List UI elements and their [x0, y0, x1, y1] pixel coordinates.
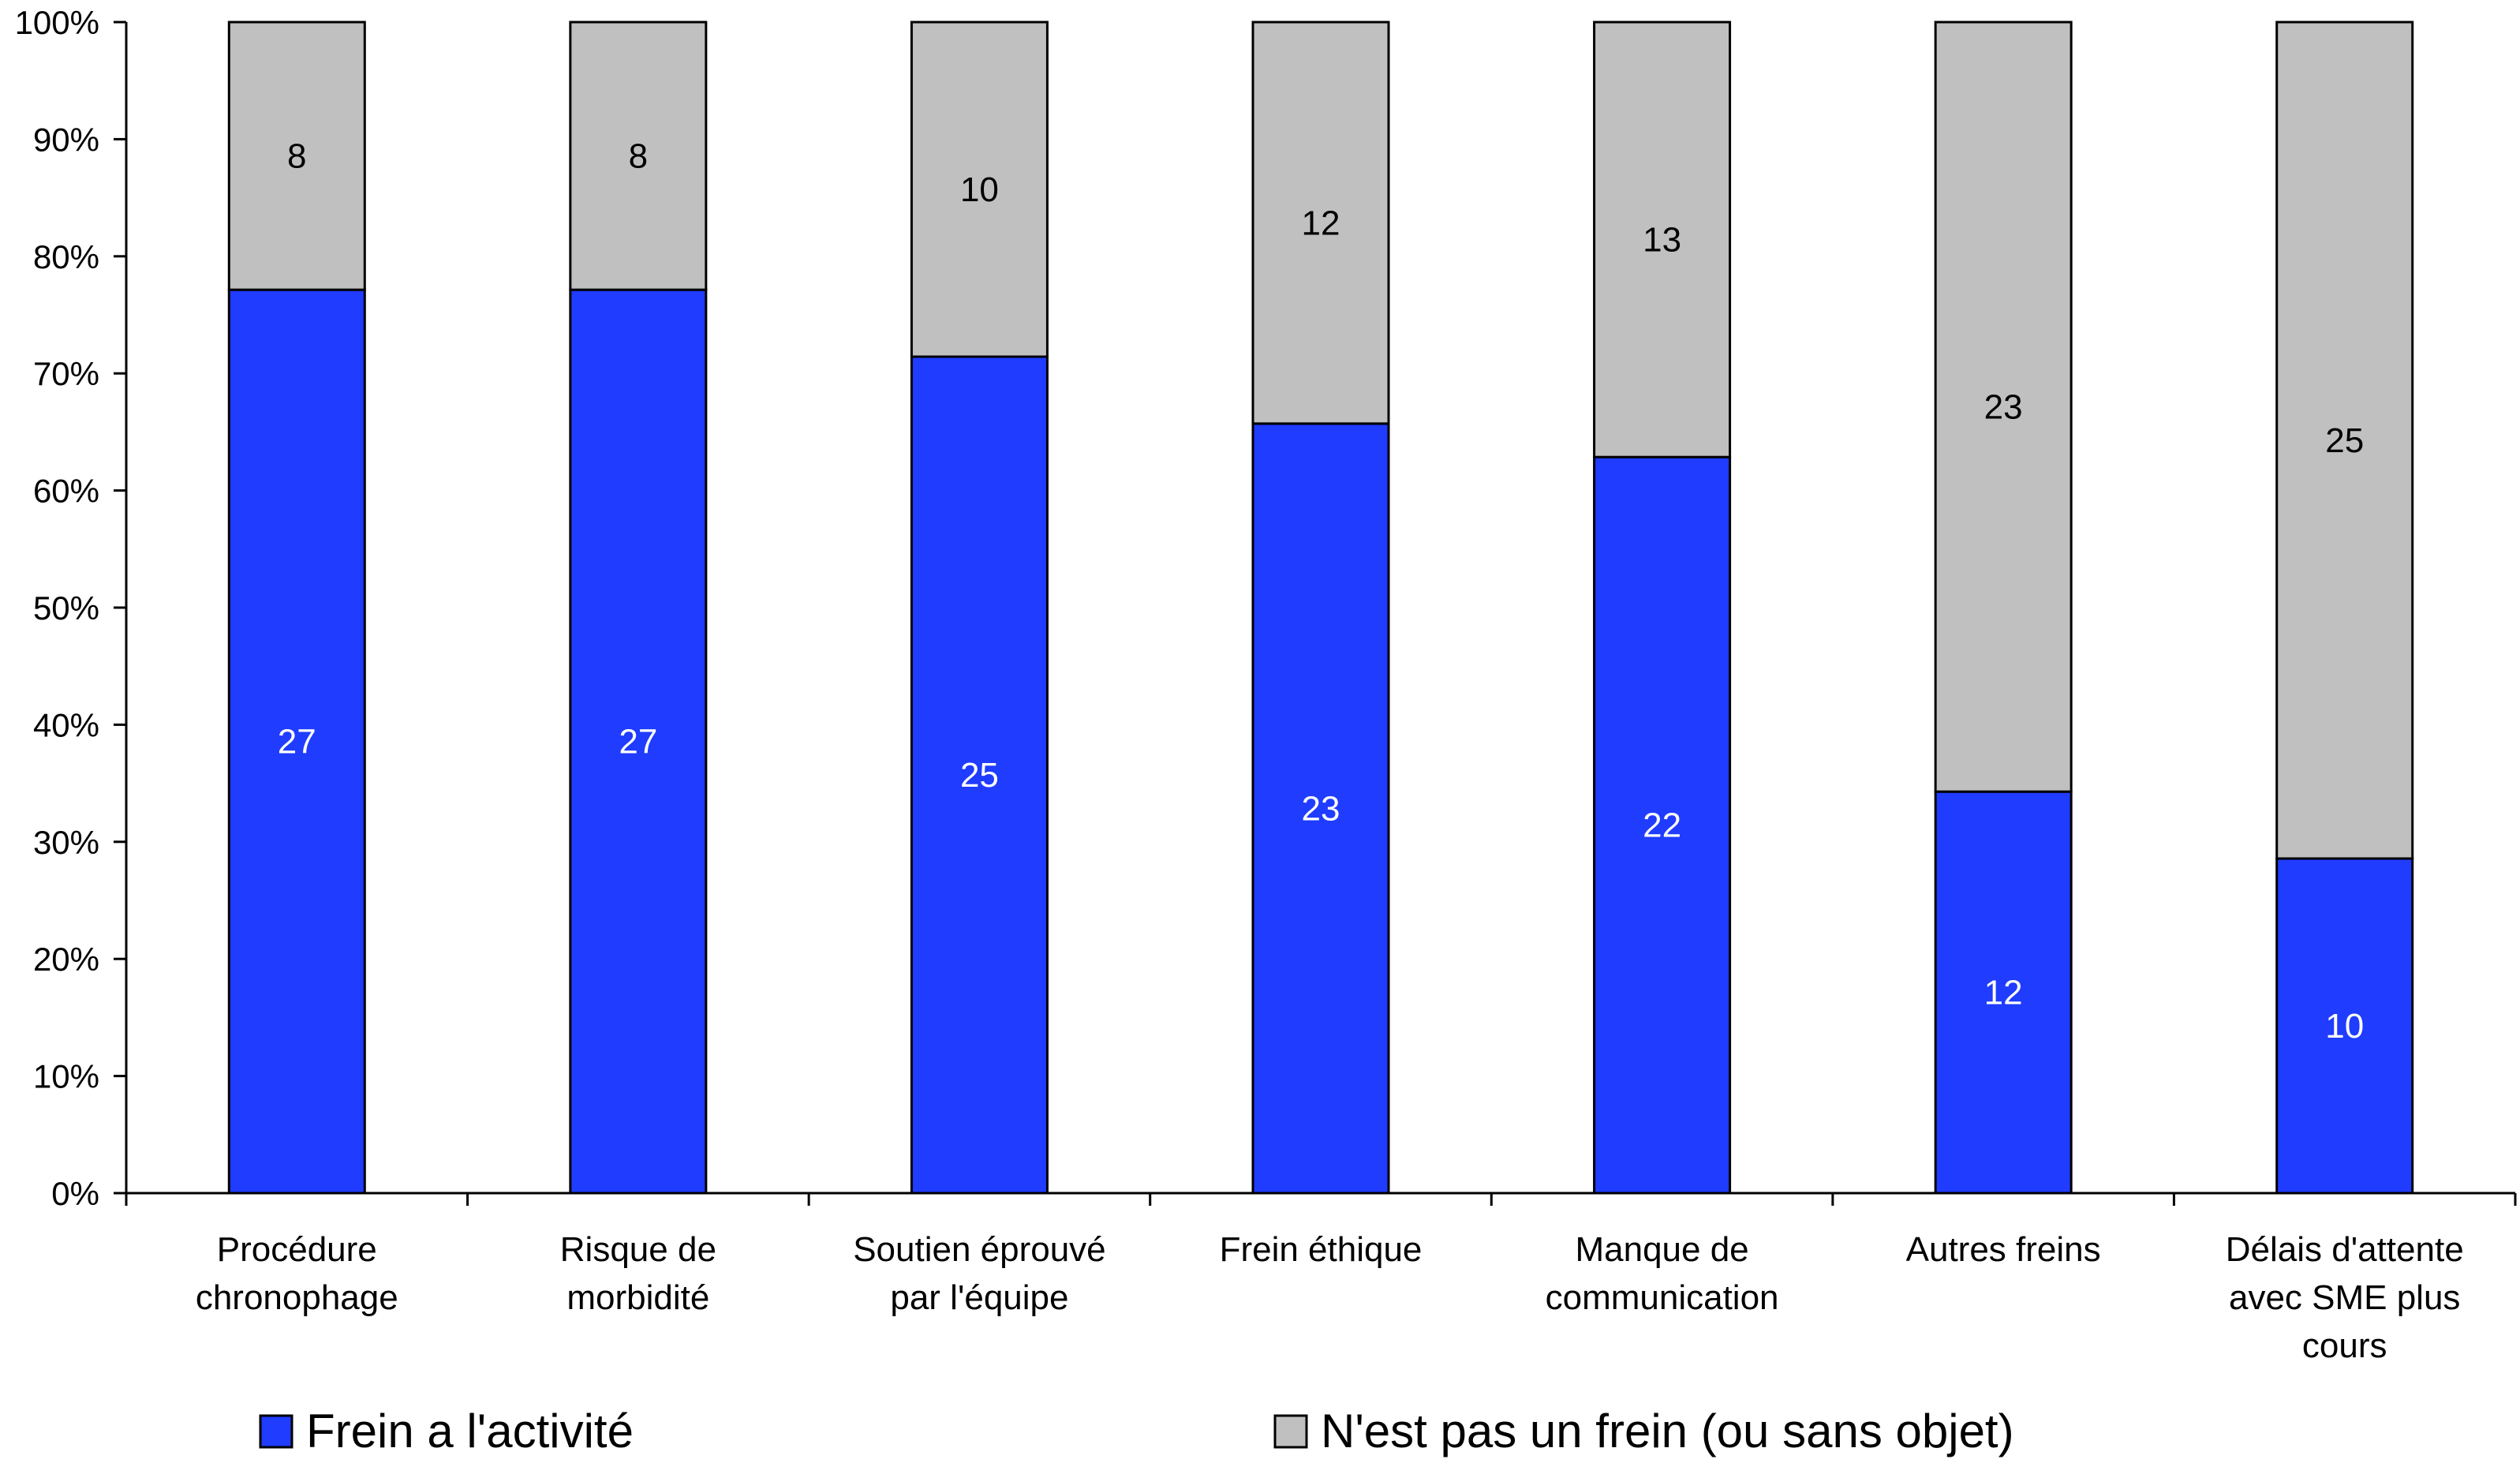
data-label-frein-activite: 27 [619, 723, 657, 761]
x-category-label-line: Frein éthique [1220, 1230, 1423, 1269]
x-category-label: Frein éthique [1220, 1230, 1423, 1269]
legend-swatch [259, 1414, 294, 1449]
data-label-frein-activite: 25 [960, 756, 999, 795]
y-tick-label: 20% [33, 941, 99, 978]
data-label-pas-un-frein: 25 [2325, 421, 2364, 460]
data-label-pas-un-frein: 12 [1302, 204, 1340, 242]
bar-pas-un-frein [1934, 21, 2073, 793]
data-label-frein-activite: 10 [2325, 1007, 2364, 1046]
bar-pas-un-frein [227, 21, 366, 291]
x-category-label-line: Procédure [217, 1230, 377, 1269]
data-label-pas-un-frein: 23 [1984, 388, 2023, 427]
bar-pas-un-frein [2275, 21, 2414, 860]
y-tick-label: 70% [33, 355, 99, 392]
x-axis: Procédure chronophage Risque de morbidité So… [125, 1192, 2517, 1365]
x-category-label: Procédure chronophage [196, 1230, 398, 1317]
x-category-label-line: Autres freins [1906, 1230, 2101, 1269]
legend: Frein a l'activité N'est pas un frein (ou… [259, 1405, 2014, 1457]
y-tick-label: 10% [33, 1058, 99, 1095]
y-tick-label: 100% [15, 4, 99, 41]
bars: 27 8 27 8 25 10 23 12 22 13 12 23 10 25 [227, 21, 2414, 1195]
data-label-frein-activite: 12 [1984, 974, 2023, 1012]
y-tick-label: 50% [33, 589, 99, 627]
x-category-label-line: morbidité [566, 1278, 709, 1317]
x-category-label: Manque de communication [1546, 1230, 1779, 1317]
x-category-label: Risque de morbidité [560, 1230, 716, 1317]
y-tick-label: 80% [33, 238, 99, 275]
bar-pas-un-frein [1251, 21, 1390, 425]
x-category-label: Soutien éprouvé par l'équipe [853, 1230, 1105, 1317]
bar-pas-un-frein [1593, 21, 1732, 458]
bar-pas-un-frein [910, 21, 1049, 358]
data-label-pas-un-frein: 8 [287, 137, 306, 176]
bar-frein-activite [1251, 422, 1390, 1195]
x-category-label-line: Risque de [560, 1230, 716, 1269]
x-category-label-line: par l'équipe [890, 1278, 1068, 1317]
data-label-frein-activite: 23 [1302, 789, 1340, 828]
bar-pas-un-frein [569, 21, 708, 291]
x-category-label-line: avec SME plus [2229, 1278, 2460, 1317]
data-label-pas-un-frein: 8 [629, 137, 648, 176]
x-category-label: Délais d'attente avec SME plus cours [2226, 1230, 2464, 1365]
x-category-label-line: cours [2302, 1326, 2387, 1365]
legend-swatch [1273, 1414, 1308, 1449]
legend-label: N'est pas un frein (ou sans objet) [1321, 1405, 2014, 1457]
data-label-pas-un-frein: 10 [960, 170, 999, 209]
y-tick-label: 60% [33, 473, 99, 510]
y-tick-label: 0% [51, 1175, 99, 1212]
bar-frein-activite [227, 288, 366, 1195]
x-category-label: Autres freins [1906, 1230, 2101, 1269]
y-axis: 0% 10% 20% 30% 40% 50% 60% 70% 80% 90% 100% [15, 4, 128, 1212]
data-label-pas-un-frein: 13 [1643, 221, 1681, 260]
legend-label: Frein a l'activité [306, 1405, 634, 1457]
y-tick-label: 30% [33, 824, 99, 861]
x-category-label-line: Soutien éprouvé [853, 1230, 1105, 1269]
data-label-frein-activite: 27 [278, 723, 316, 761]
x-category-label-line: Délais d'attente [2226, 1230, 2464, 1269]
bar-frein-activite [1934, 790, 2073, 1195]
x-category-label-line: Manque de [1575, 1230, 1748, 1269]
x-category-label-line: chronophage [196, 1278, 398, 1317]
data-label-frein-activite: 22 [1643, 806, 1681, 845]
x-category-label-line: communication [1546, 1278, 1779, 1317]
y-tick-label: 40% [33, 706, 99, 743]
y-tick-label: 90% [33, 121, 99, 158]
